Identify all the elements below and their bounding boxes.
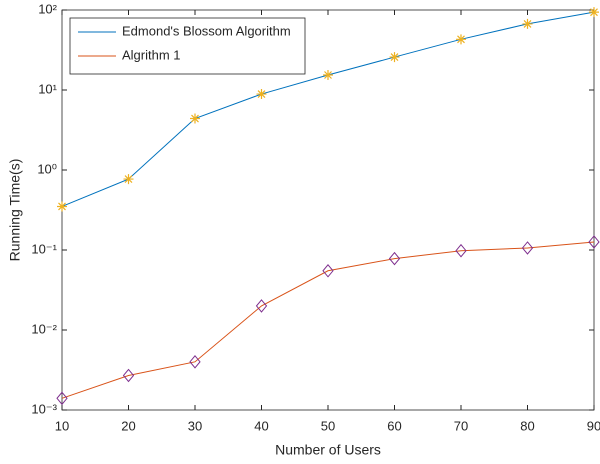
legend-label: Algrithm 1 (122, 47, 181, 62)
x-axis-label: Number of Users (275, 442, 381, 458)
y-tick-label: 10² (38, 1, 57, 16)
x-tick-label: 10 (55, 418, 69, 433)
x-tick-label: 40 (254, 418, 268, 433)
marker (255, 299, 268, 313)
y-tick-label: 10¹ (38, 81, 57, 96)
marker (256, 89, 267, 100)
y-tick-label: 10⁻¹ (31, 241, 57, 256)
x-tick-label: 60 (387, 418, 401, 433)
marker (456, 34, 466, 45)
y-tick-label: 10⁰ (37, 161, 57, 176)
legend-box (69, 17, 306, 75)
series-line (61, 241, 595, 399)
marker (123, 174, 134, 185)
x-tick-label: 90 (587, 418, 600, 433)
y-tick-label: 10⁻³ (31, 401, 57, 416)
x-tick-label: 80 (520, 418, 534, 433)
marker (588, 235, 600, 249)
marker (589, 7, 599, 18)
marker (389, 52, 400, 63)
marker (122, 368, 135, 383)
marker (522, 18, 533, 29)
marker (521, 241, 534, 255)
x-tick-label: 20 (121, 418, 135, 433)
x-tick-label: 30 (188, 418, 202, 433)
x-tick-label: 70 (454, 418, 468, 433)
marker (189, 355, 201, 369)
x-tick-label: 50 (321, 418, 335, 433)
marker (190, 113, 200, 124)
marker (388, 251, 401, 266)
legend-label: Edmond's Blossom Algorithm (122, 23, 291, 38)
y-tick-label: 10⁻² (31, 321, 57, 336)
marker (455, 243, 467, 258)
y-axis-label: Running Time(s) (7, 159, 23, 262)
marker (56, 391, 68, 406)
marker (323, 69, 333, 80)
marker (57, 201, 67, 212)
marker (322, 263, 334, 278)
